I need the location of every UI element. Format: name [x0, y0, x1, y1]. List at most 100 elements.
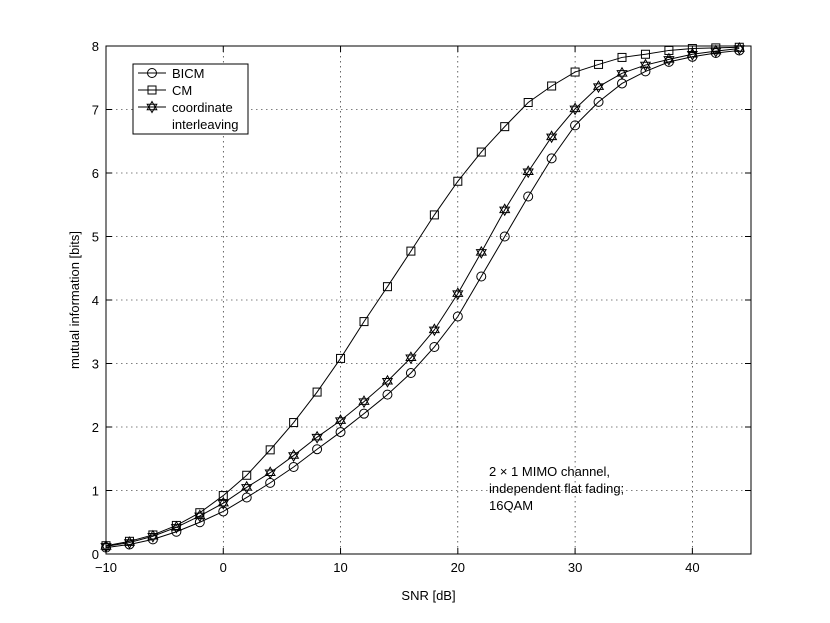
data-point-cm [312, 387, 322, 397]
data-point-cm [265, 445, 275, 455]
x-tick-label: −10 [95, 560, 117, 575]
data-point-coordinate-interleaving [334, 414, 347, 428]
data-point-coordinate-interleaving [311, 430, 323, 444]
data-point-coordinate-interleaving [522, 165, 534, 179]
data-series [100, 42, 745, 553]
data-point-cm [523, 98, 533, 108]
x-axis-label: SNR [dB] [401, 588, 455, 603]
data-point-coordinate-interleaving [452, 287, 464, 301]
data-point-coordinate-interleaving [381, 374, 394, 388]
data-point-cm [594, 59, 604, 69]
x-tick-label: 0 [220, 560, 227, 575]
y-tick-label: 4 [92, 293, 99, 308]
data-point-coordinate-interleaving [100, 539, 112, 553]
y-tick-label: 5 [92, 230, 99, 245]
data-point-coordinate-interleaving [639, 58, 652, 72]
data-point-cm [547, 81, 557, 91]
data-point-coordinate-interleaving [194, 509, 206, 523]
data-point-cm [289, 418, 299, 428]
legend-box [132, 63, 249, 135]
data-point-coordinate-interleaving [686, 47, 698, 61]
data-point-bicm [640, 66, 651, 77]
series-line-bicm [105, 49, 740, 549]
data-point-bicm [359, 408, 369, 419]
annotation-line-1: 2 × 1 MIMO channel, [489, 464, 610, 479]
y-tick-label: 2 [92, 420, 99, 435]
data-point-cm [570, 67, 580, 77]
data-point-coordinate-interleaving [264, 466, 276, 480]
data-point-bicm [476, 271, 487, 282]
data-point-coordinate-interleaving [241, 480, 253, 494]
data-point-coordinate-interleaving [546, 130, 558, 144]
legend-label-cm: CM [172, 83, 192, 98]
data-point-coordinate-interleaving [428, 323, 440, 337]
data-point-coordinate-interleaving [170, 520, 182, 534]
y-axis-label: mutual information [bits] [67, 231, 82, 369]
data-point-cm [687, 44, 697, 54]
data-point-bicm [593, 96, 604, 107]
data-point-coordinate-interleaving [217, 496, 229, 510]
series-coordinate-interleaving [100, 42, 745, 553]
data-point-coordinate-interleaving [733, 42, 745, 55]
annotation-line-3: 16QAM [489, 498, 533, 513]
data-point-cm [617, 52, 627, 62]
data-point-coordinate-interleaving [405, 351, 417, 365]
legend-marker-coordinate-interleaving [146, 100, 158, 114]
y-tick-label: 3 [92, 357, 99, 372]
data-point-bicm [570, 120, 581, 131]
data-point-cm [382, 282, 392, 292]
data-point-cm [453, 176, 463, 186]
data-point-cm [336, 353, 346, 363]
y-tick-label: 8 [92, 39, 99, 54]
data-point-cm [406, 246, 416, 256]
data-point-bicm [499, 231, 510, 242]
data-point-coordinate-interleaving [569, 102, 581, 116]
data-point-coordinate-interleaving [499, 203, 511, 217]
data-point-coordinate-interleaving [288, 449, 300, 463]
y-tick-label: 1 [92, 484, 99, 499]
data-point-coordinate-interleaving [616, 66, 628, 80]
data-point-bicm [218, 506, 229, 517]
y-tick-label: 6 [92, 166, 99, 181]
legend-marker-cm [147, 85, 157, 95]
data-point-coordinate-interleaving [710, 44, 722, 58]
annotation-line-2: independent flat fading; [489, 481, 624, 496]
data-point-coordinate-interleaving [592, 80, 605, 94]
legend: BICM CM coordinate interleaving [132, 63, 249, 135]
y-tick-label: 7 [92, 103, 99, 118]
y-tick-label: 0 [92, 547, 99, 562]
x-tick-label: 30 [568, 560, 582, 575]
data-point-coordinate-interleaving [123, 536, 136, 550]
legend-label-coordinate: coordinate [172, 100, 233, 115]
x-tick-label: 10 [333, 560, 347, 575]
data-point-bicm [312, 444, 323, 455]
data-point-bicm [546, 153, 557, 164]
data-point-bicm [288, 462, 299, 473]
data-point-bicm [523, 191, 534, 202]
data-point-bicm [335, 427, 346, 438]
legend-label-interleaving: interleaving [172, 117, 239, 132]
x-tick-label: 40 [685, 560, 699, 575]
legend-marker-bicm [147, 68, 157, 78]
data-point-cm [500, 122, 510, 132]
data-point-cm [429, 210, 439, 220]
legend-star-shape [146, 100, 158, 114]
series-line-cm [105, 46, 740, 547]
data-point-bicm [452, 311, 463, 322]
data-point-coordinate-interleaving [147, 529, 159, 543]
legend-label-bicm: BICM [172, 66, 205, 81]
data-point-coordinate-interleaving [358, 395, 370, 409]
data-point-coordinate-interleaving [475, 245, 487, 259]
data-point-cm [476, 147, 486, 157]
annotation: 2 × 1 MIMO channel, independent flat fad… [489, 464, 624, 513]
data-point-bicm [405, 368, 416, 379]
data-point-cm [242, 470, 252, 480]
data-point-cm [218, 491, 228, 501]
data-point-bicm [382, 389, 393, 400]
data-point-cm [359, 317, 369, 327]
x-tick-label: 20 [451, 560, 465, 575]
data-point-bicm [429, 341, 440, 352]
data-point-coordinate-interleaving [663, 52, 675, 66]
